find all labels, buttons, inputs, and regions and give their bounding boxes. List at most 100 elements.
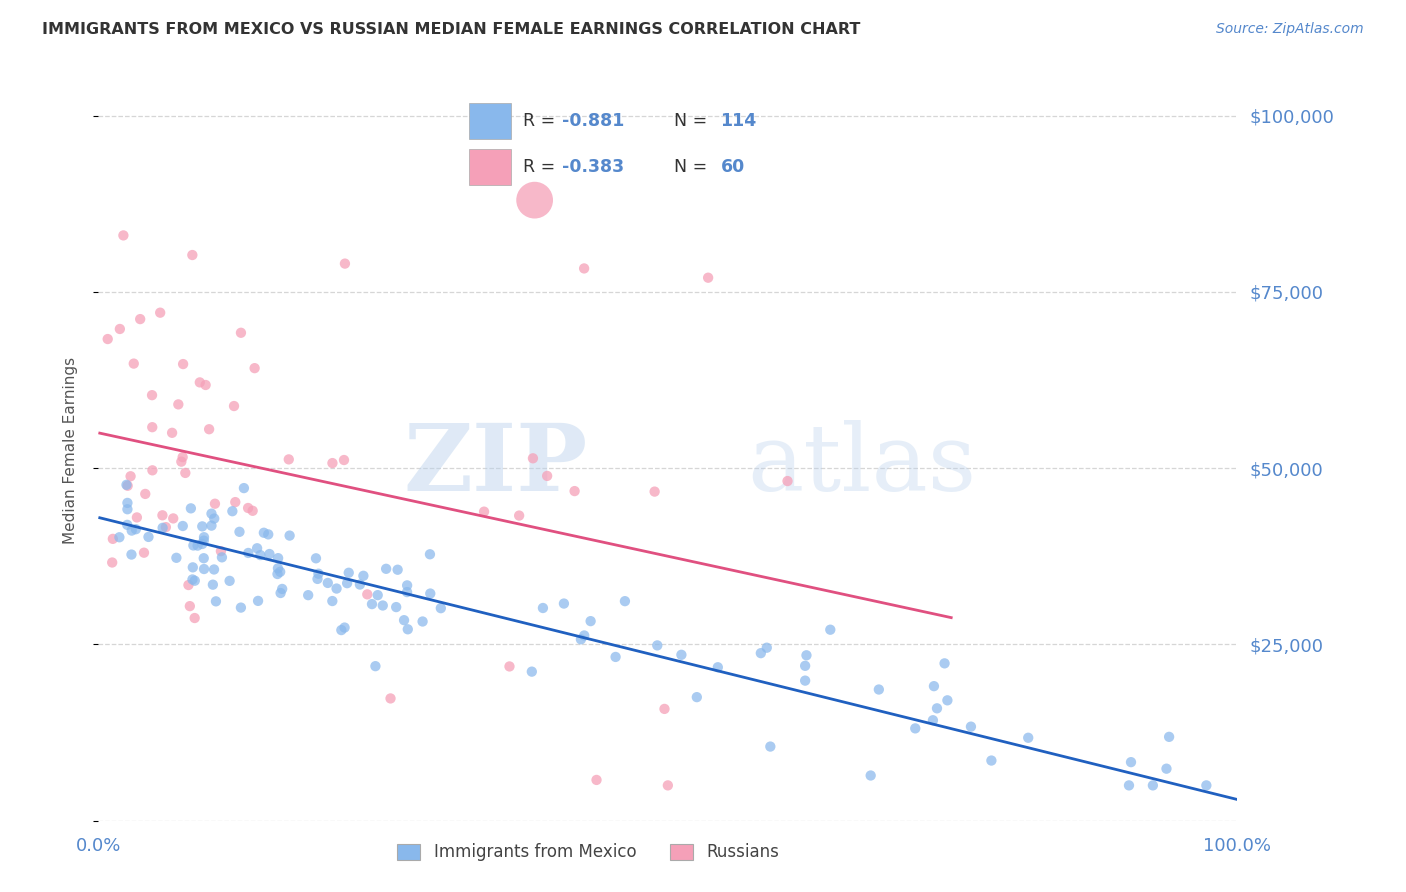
Point [396,578,419,592]
Point [112,228,135,243]
Point [165,550,187,565]
Point [172,450,194,464]
Point [181,560,204,574]
Point [172,519,194,533]
Point [249,548,271,562]
Point [160,425,183,440]
Point [187,539,209,553]
Point [364,659,387,673]
Point [644,484,666,499]
Point [523,193,546,207]
Point [925,701,948,715]
Point [120,469,142,483]
Point [101,532,124,546]
Point [380,691,402,706]
Point [121,524,143,538]
Point [336,576,359,591]
Text: Source: ZipAtlas.com: Source: ZipAtlas.com [1216,22,1364,37]
Point [904,722,927,736]
Point [141,463,163,477]
Point [755,640,778,655]
Point [188,376,211,390]
Point [868,682,890,697]
Point [228,524,250,539]
Point [138,530,160,544]
Point [1118,778,1140,792]
Point [922,713,945,727]
Point [356,587,378,601]
Point [162,511,184,525]
Point [191,537,214,551]
Point [536,469,558,483]
Point [936,693,959,707]
Point [371,599,394,613]
Point [1159,730,1181,744]
Point [97,332,120,346]
Point [201,577,224,591]
Point [117,479,139,493]
Point [222,399,245,413]
Point [174,466,197,480]
Point [337,566,360,580]
Point [585,772,607,787]
Point [520,665,543,679]
Point [267,551,290,566]
Point [1119,755,1142,769]
Point [134,487,156,501]
Point [141,420,163,434]
Point [194,378,217,392]
Point [170,455,193,469]
Point [657,778,679,792]
Point [333,621,356,635]
Point [859,768,882,782]
Point [697,270,720,285]
Point [236,501,259,516]
Point [776,474,799,488]
Point [121,548,143,562]
Point [1142,778,1164,792]
Point [980,754,1002,768]
Point [271,582,294,596]
Point [749,646,772,660]
Point [259,547,281,561]
Point [191,519,214,533]
Point [531,601,554,615]
Point [181,573,204,587]
Point [183,538,205,552]
Point [122,357,145,371]
Point [759,739,782,754]
Point [172,357,194,371]
Point [266,567,288,582]
Point [267,561,290,575]
Point [796,648,818,663]
Text: ZIP: ZIP [404,420,588,510]
Point [1017,731,1039,745]
Point [205,594,228,608]
Point [246,541,269,556]
Point [141,388,163,402]
Point [180,501,202,516]
Point [218,574,240,588]
Point [392,613,415,627]
Point [325,582,347,596]
Point [1195,778,1218,792]
Point [125,522,148,536]
Point [349,577,371,591]
Point [352,569,374,583]
Point [229,326,252,340]
Point [193,551,215,566]
Point [211,550,233,565]
Point [307,572,329,586]
Point [247,594,270,608]
Point [794,658,817,673]
Point [152,521,174,535]
Point [361,597,384,611]
Point [321,594,343,608]
Point [794,673,817,688]
Point [654,702,676,716]
Point [385,600,408,615]
Point [149,306,172,320]
Point [686,690,709,705]
Point [572,261,595,276]
Point [183,611,205,625]
